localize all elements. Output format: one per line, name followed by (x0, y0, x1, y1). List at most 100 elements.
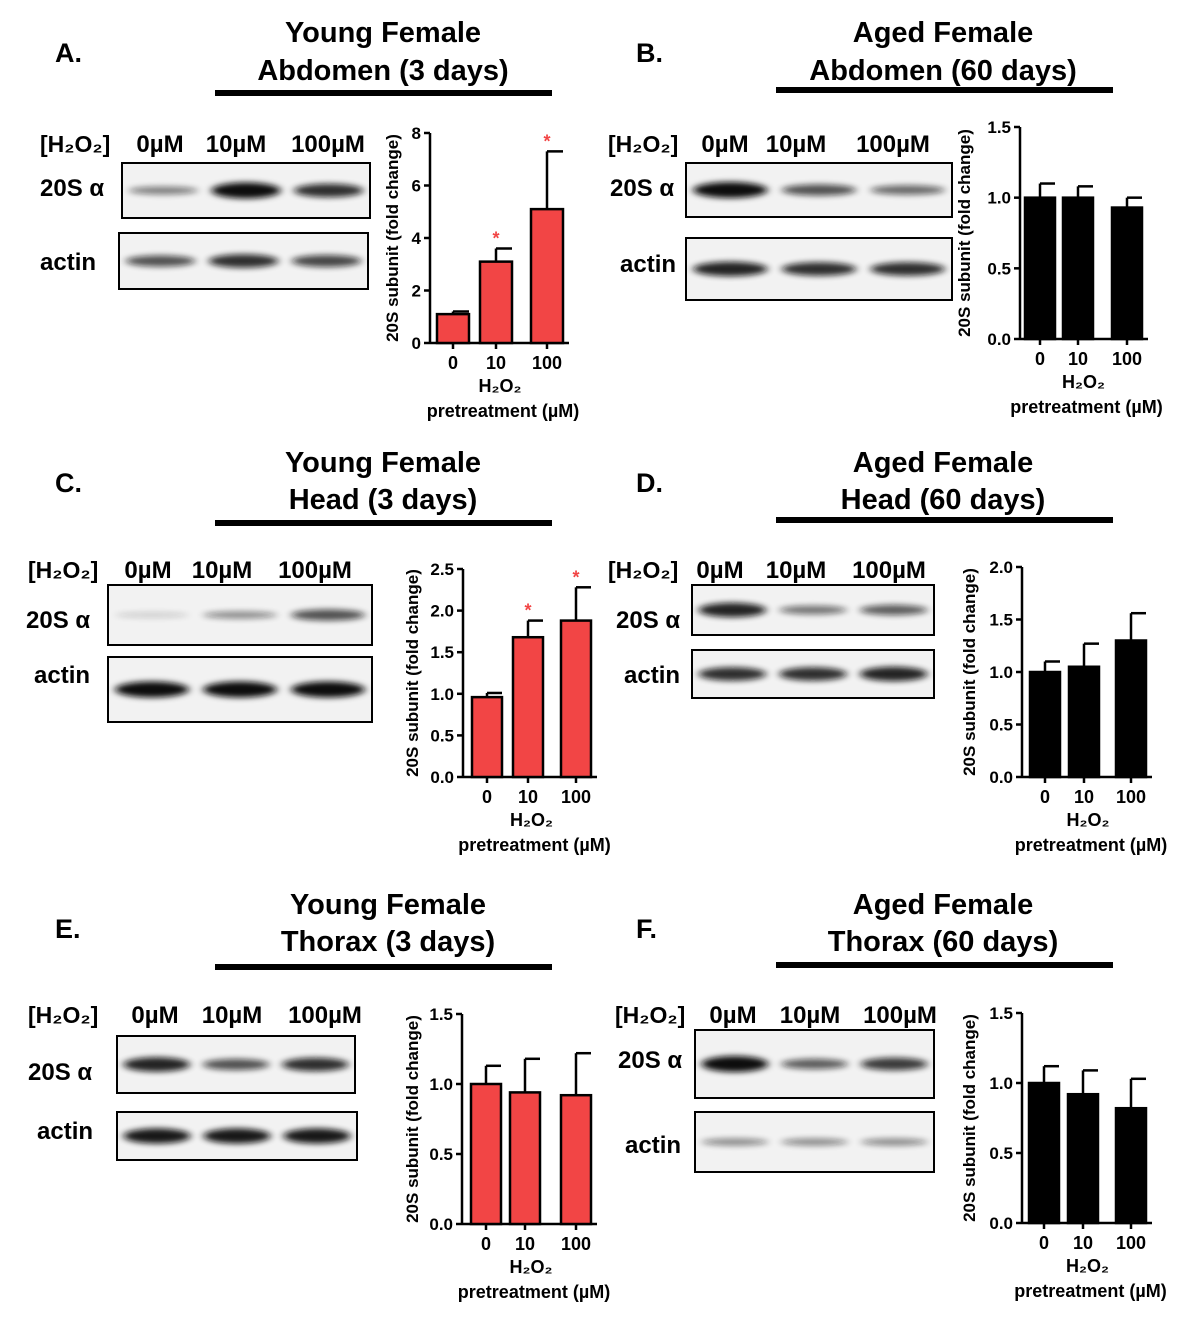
x-tick-label: 10 (515, 1234, 535, 1254)
blot-band (291, 681, 365, 698)
title-underline (776, 517, 1113, 523)
panel-c: C. Young Female Head (3 days) [H₂O₂] 0µM 10µM… (26, 447, 611, 855)
h2o2-header: [H₂O₂] (28, 557, 98, 583)
x-tick-label: 0 (1040, 787, 1050, 807)
blot-actin (116, 1111, 358, 1161)
blot-band (693, 261, 768, 277)
bar-0 (1028, 670, 1062, 779)
row-label-actin: actin (40, 249, 96, 276)
lane-label: 10µM (766, 131, 827, 158)
row-label-actin: actin (34, 662, 90, 689)
bar-0 (1027, 1081, 1061, 1225)
y-tick-label: 0.5 (989, 716, 1013, 735)
significance-star: * (524, 601, 531, 621)
x-tick-label: 100 (1112, 349, 1142, 369)
blot-band (123, 1057, 190, 1072)
lane-label: 100µM (291, 131, 365, 158)
h2o2-header: [H₂O₂] (40, 131, 110, 157)
panel-letter: C. (55, 468, 82, 498)
blot-band (781, 1058, 848, 1070)
blot-band (701, 1138, 769, 1146)
y-tick-label: 0.5 (987, 259, 1011, 278)
lane-label: 0µM (696, 557, 743, 584)
y-tick-label: 1.5 (989, 1004, 1013, 1023)
bar-100 (559, 1093, 593, 1226)
title-underline (776, 962, 1113, 968)
blot-band (291, 255, 362, 267)
panel-letter: A. (55, 38, 82, 68)
y-tick-label: 0 (412, 334, 421, 353)
y-tick-label: 0.5 (430, 726, 454, 745)
x-tick-label: 10 (1074, 787, 1094, 807)
blot-band (781, 184, 857, 196)
panel-title-line2: Thorax (60 days) (828, 926, 1058, 958)
y-tick-label: 0.0 (430, 768, 454, 787)
x-tick-label: 0 (481, 1234, 491, 1254)
blot-band (211, 182, 281, 199)
lane-label: 100µM (852, 557, 926, 584)
y-tick-label: 2.0 (430, 602, 454, 621)
row-label-20s: 20S α (618, 1047, 682, 1074)
lane-label: 100µM (863, 1002, 937, 1029)
title-underline (215, 520, 552, 526)
blot-band (701, 1056, 769, 1072)
x-axis-label-line1: H₂O₂ (510, 1257, 553, 1277)
blot-band (698, 667, 767, 681)
x-axis-label-line1: H₂O₂ (1067, 810, 1110, 830)
x-axis-label-line2: pretreatment (µM) (458, 1282, 610, 1302)
blot-band (859, 604, 928, 616)
bar-chart: 0.0 0.5 1.0 1.5 20S subunit (fold change) 0 10… (403, 1005, 610, 1302)
bar-chart: 0.0 0.5 1.0 1.5 2.0 20S subunit (fold change)… (960, 558, 1167, 855)
blot-band (870, 262, 945, 276)
blot-band (125, 255, 196, 267)
y-tick-label: 0.0 (429, 1215, 453, 1234)
bar-0 (435, 312, 471, 345)
bar-0 (470, 695, 504, 779)
bar-100 (559, 619, 593, 779)
blot-band (860, 1057, 928, 1071)
panel-f: F. Aged Female Thorax (60 days) [H₂O₂] 0µM 10… (615, 889, 1167, 1301)
row-label-20s: 20S α (26, 607, 90, 634)
x-axis-label-line2: pretreatment (µM) (1015, 835, 1167, 855)
x-tick-label: 100 (1116, 1233, 1146, 1253)
blot-band (282, 1057, 349, 1072)
blot-actin (118, 232, 369, 290)
lane-label: 10µM (766, 557, 827, 584)
y-tick-label: 2.5 (430, 560, 454, 579)
blot-actin (685, 237, 953, 301)
blot-band (203, 611, 277, 619)
x-axis-label-line1: H₂O₂ (1066, 1256, 1109, 1276)
panel-title-line2: Thorax (3 days) (281, 926, 495, 958)
significance-star: * (572, 567, 579, 587)
row-label-actin: actin (620, 251, 676, 278)
blot-band (203, 1128, 271, 1144)
bar-100 (1110, 206, 1144, 341)
panel-title-line1: Young Female (290, 889, 486, 921)
y-tick-label: 0.0 (989, 768, 1013, 787)
blot-20s-alpha (691, 584, 935, 636)
bar-chart: 0.0 0.5 1.0 1.5 20S subunit (fold change) 0 10… (955, 118, 1163, 417)
row-label-actin: actin (625, 1132, 681, 1159)
bar-10 (478, 260, 514, 345)
blot-band (208, 254, 279, 268)
panel-d: D. Aged Female Head (60 days) [H₂O₂] 0µM 10µM… (608, 447, 1167, 855)
significance-star: * (492, 229, 499, 249)
y-tick-label: 1.0 (987, 189, 1011, 208)
y-tick-label: 4 (412, 229, 422, 248)
lane-label: 0µM (131, 1002, 178, 1029)
bar-100 (529, 207, 565, 345)
x-tick-label: 10 (486, 353, 506, 373)
panel-title-line2: Head (3 days) (289, 484, 478, 516)
y-tick-label: 0.0 (989, 1214, 1013, 1233)
h2o2-header: [H₂O₂] (615, 1002, 685, 1028)
panel-title-line1: Aged Female (853, 447, 1034, 479)
x-axis-label-line2: pretreatment (µM) (458, 835, 610, 855)
bar-10 (511, 635, 545, 779)
x-axis-label-line1: H₂O₂ (1062, 372, 1105, 392)
blot-band (779, 667, 847, 681)
x-tick-label: 100 (1116, 787, 1146, 807)
blot-band (859, 666, 928, 682)
lane-label: 0µM (136, 131, 183, 158)
x-axis-label-line2: pretreatment (µM) (427, 401, 579, 421)
blot-band (693, 182, 768, 198)
